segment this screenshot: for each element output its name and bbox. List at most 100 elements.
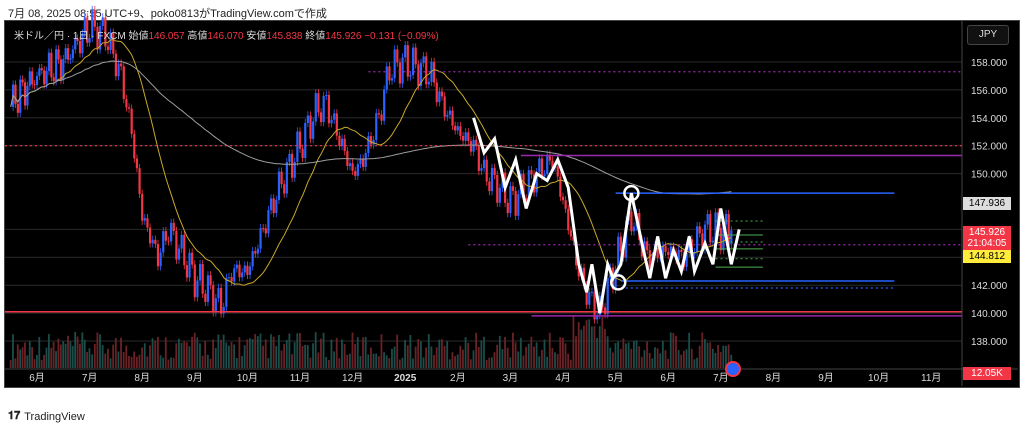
candle-body — [535, 172, 538, 193]
candle-body — [122, 66, 125, 100]
volume-bar — [138, 354, 141, 368]
volume-bar — [335, 337, 338, 368]
volume-bar — [467, 342, 470, 368]
candle-body — [91, 10, 94, 39]
candle-body — [193, 264, 196, 298]
volume-bar — [117, 351, 120, 368]
volume-bar — [204, 340, 207, 368]
currency-button[interactable]: JPY — [967, 25, 1009, 45]
candle-body — [385, 66, 388, 90]
candle-body — [135, 158, 139, 169]
candle-body — [170, 222, 173, 242]
volume-bar — [26, 355, 29, 368]
candle-body — [127, 107, 131, 109]
volume-bar — [183, 341, 186, 368]
candle-body — [390, 78, 394, 81]
candle-body — [55, 49, 58, 82]
high-label: 高値 — [187, 31, 208, 42]
volume-bar — [112, 344, 115, 368]
candle-body — [209, 275, 212, 286]
candle-body — [214, 298, 217, 313]
volume-bar — [396, 334, 399, 368]
candle-body — [99, 25, 102, 50]
candle-body — [222, 306, 225, 314]
candle-body — [440, 91, 444, 97]
volume-bar — [572, 315, 575, 368]
volume-bar — [375, 353, 378, 368]
candle-body — [285, 161, 288, 194]
volume-bar — [501, 349, 504, 368]
volume-bar — [43, 354, 45, 368]
volume-bar — [130, 356, 133, 368]
candle-body — [343, 138, 346, 152]
candle-body — [588, 292, 591, 305]
volume-bar — [143, 343, 146, 368]
candle-body — [23, 82, 27, 106]
candle-body — [151, 239, 154, 244]
candle-body — [438, 91, 441, 103]
candle-body — [238, 264, 241, 278]
tradingview-logo[interactable]: 𝟏𝟕 TradingView — [8, 410, 85, 423]
close-label: 終値 — [305, 31, 326, 42]
candle-body — [317, 93, 320, 113]
candle-body — [185, 265, 189, 278]
candle-body — [427, 81, 430, 85]
volume-bar — [151, 338, 154, 368]
candle-body — [306, 115, 309, 123]
symbol-label[interactable]: 米ドル／円 · 1日 · FXCM — [14, 31, 126, 42]
volume-bar — [209, 358, 212, 368]
candle-body — [233, 268, 236, 282]
volume-bar — [164, 337, 167, 368]
candle-body — [269, 198, 273, 211]
volume-bar — [585, 320, 588, 368]
chart-frame[interactable] — [4, 20, 1020, 388]
x-tick-label: 7月 — [713, 372, 729, 384]
volume-bar — [220, 339, 222, 368]
candle-body — [414, 47, 417, 65]
volume-bar — [475, 332, 478, 368]
volume-bar — [83, 339, 86, 368]
volume-bar — [654, 347, 656, 368]
candle-body — [490, 167, 494, 192]
candle-body — [693, 252, 696, 255]
volume-bar — [598, 326, 601, 368]
candle-body — [69, 58, 72, 60]
candle-body — [16, 103, 19, 113]
candle-body — [419, 63, 423, 87]
volume-bar — [419, 341, 422, 368]
candle-body — [338, 135, 341, 146]
y-tick-label: 156.000 — [971, 86, 1008, 97]
volume-bar — [36, 354, 38, 368]
candle-body — [246, 265, 249, 275]
candle-body — [477, 146, 480, 171]
candle-body — [709, 214, 712, 243]
candle-body — [76, 38, 79, 41]
y-tick-label: 150.000 — [971, 170, 1008, 181]
candle-body — [248, 266, 252, 275]
candle-body — [569, 230, 572, 237]
y-tick-label: 138.000 — [971, 337, 1008, 348]
volume-bar — [301, 345, 304, 368]
volume-bar — [698, 345, 701, 368]
volume-bar — [372, 353, 375, 368]
candle-body — [406, 45, 409, 77]
volume-bar — [24, 342, 26, 368]
candle-body — [548, 154, 551, 161]
volume-bar — [178, 338, 180, 368]
candle-body — [301, 148, 304, 158]
candle-body — [603, 307, 607, 315]
last-price-tag: 145.926 21:04:05 — [963, 226, 1011, 252]
candle-body — [59, 59, 63, 80]
volume-bar — [285, 339, 288, 368]
candle-body — [359, 158, 362, 165]
volume-bar — [133, 351, 136, 368]
volume-bar — [548, 332, 551, 368]
volume-bar — [16, 344, 19, 368]
candle-body — [38, 68, 41, 76]
volume-bar — [146, 356, 149, 368]
candle-body — [298, 131, 302, 149]
candle-body — [724, 214, 728, 225]
volume-bar — [706, 342, 709, 368]
candle-body — [230, 277, 233, 282]
